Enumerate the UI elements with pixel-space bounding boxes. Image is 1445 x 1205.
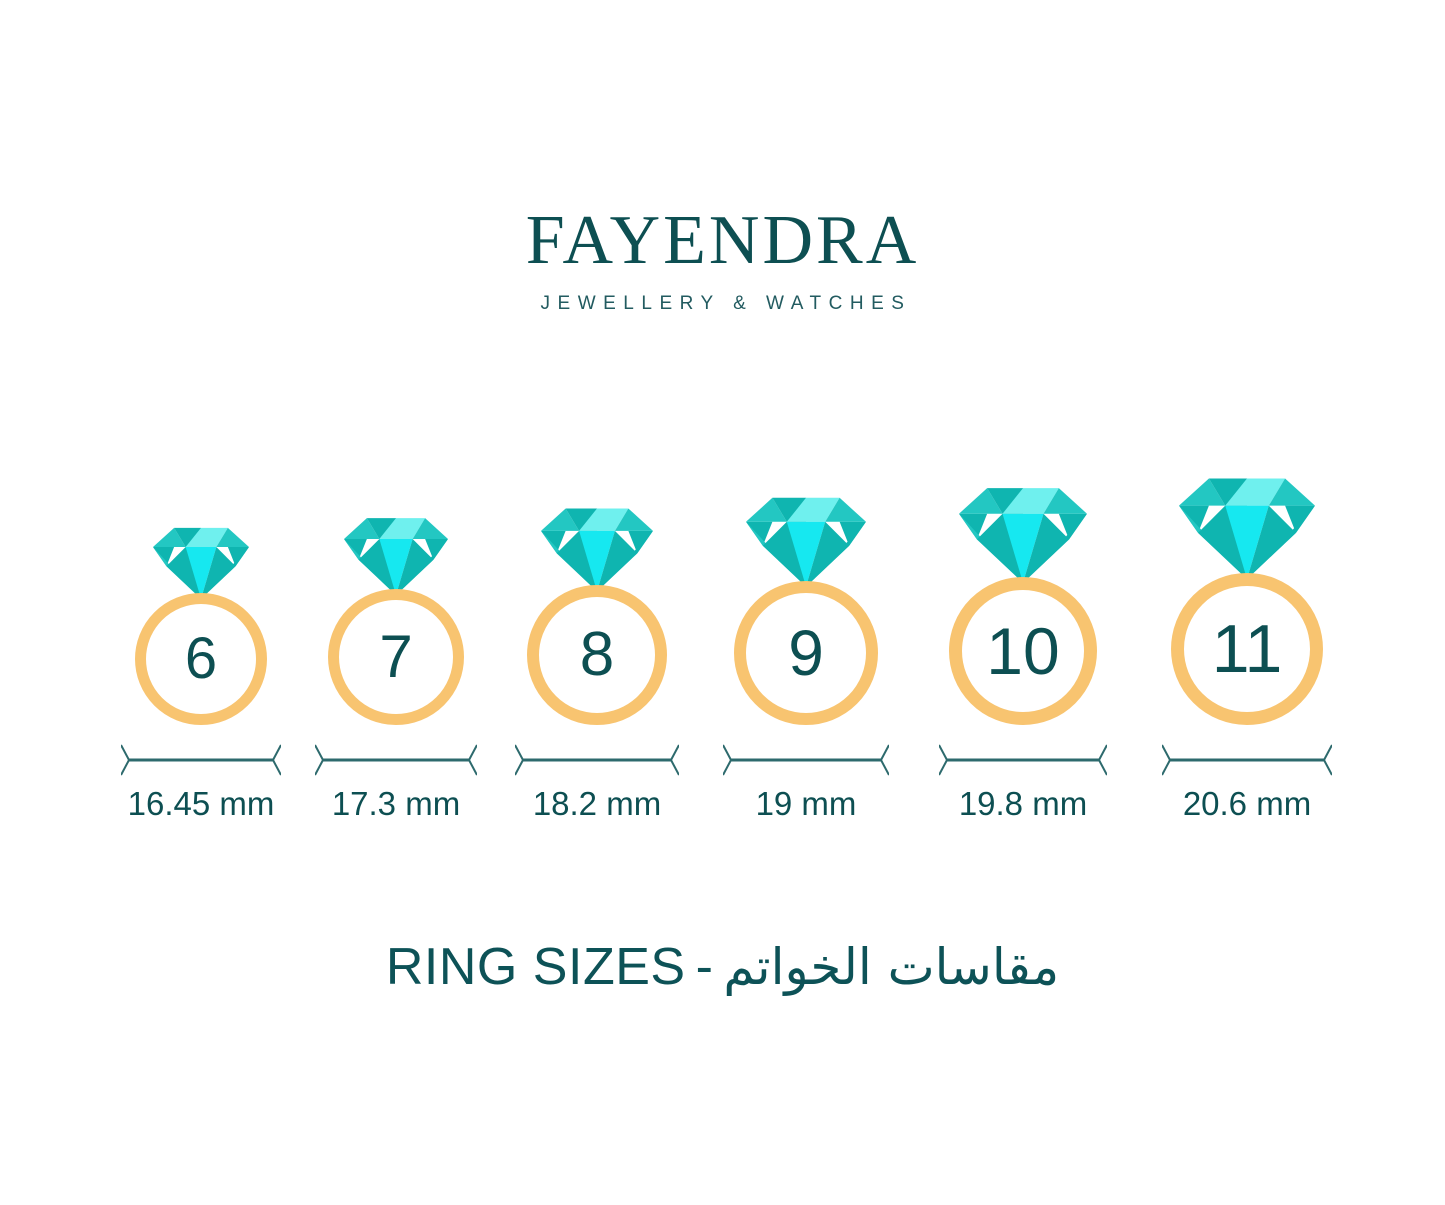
ring-size-item-8[interactable]: 8 18.2 mm	[487, 504, 707, 820]
ring-illustration: 6	[135, 524, 267, 725]
brand-logo: FAYENDRA JEWELLERY & WATCHES	[0, 202, 1445, 314]
ring-size-chart: 6 16.45 mm 7	[0, 440, 1445, 820]
brand-tagline: JEWELLERY & WATCHES	[540, 293, 912, 314]
brand-name: FAYENDRA	[525, 202, 920, 279]
ring-measurement-label: 19 mm	[755, 785, 857, 822]
ring-illustration: 11	[1171, 473, 1323, 725]
caption-separator: -	[695, 938, 714, 996]
diamond-icon	[153, 527, 249, 599]
ring-size-item-6[interactable]: 6 16.45 mm	[91, 524, 311, 820]
caption-arabic: مقاسات الخواتم	[723, 938, 1060, 996]
diamond-icon	[344, 518, 448, 595]
ring-size-item-9[interactable]: 9 19 mm	[696, 493, 916, 820]
ring-size-number: 10	[986, 614, 1060, 688]
ring-size-number: 8	[579, 620, 615, 689]
ring-band: 8	[527, 585, 667, 725]
measurement-arrow-icon	[315, 744, 477, 776]
measurement-arrow-icon	[515, 744, 679, 776]
ring-illustration: 10	[949, 483, 1097, 725]
ring-band: 10	[949, 577, 1097, 725]
ring-size-number: 6	[184, 626, 218, 691]
ring-measurement-label: 20.6 mm	[1182, 785, 1312, 822]
diamond-icon	[746, 498, 866, 587]
ring-measurement-label: 16.45 mm	[127, 785, 275, 822]
diamond-icon	[541, 508, 653, 591]
ring-size-number: 11	[1211, 611, 1283, 687]
diamond-icon	[1179, 478, 1315, 579]
ring-size-item-10[interactable]: 10 19.8 mm	[913, 483, 1133, 820]
ring-band: 9	[734, 581, 878, 725]
ring-size-item-11[interactable]: 11 20.6 mm	[1137, 473, 1357, 820]
ring-measurement-label: 17.3 mm	[331, 785, 461, 822]
ring-band: 7	[328, 589, 464, 725]
ring-size-number: 7	[379, 623, 413, 690]
measurement-arrow-icon	[121, 744, 281, 776]
measurement-arrow-icon	[1162, 744, 1332, 776]
diamond-icon	[959, 488, 1087, 583]
ring-size-item-7[interactable]: 7 17.3 mm	[286, 514, 506, 820]
ring-illustration: 7	[328, 514, 464, 725]
ring-measurement-label: 18.2 mm	[532, 785, 662, 822]
measurement-arrow-icon	[723, 744, 889, 776]
ring-size-number: 9	[788, 617, 824, 689]
ring-band: 11	[1171, 573, 1323, 725]
ring-band: 6	[135, 593, 267, 725]
ring-illustration: 9	[734, 493, 878, 725]
ring-measurement-label: 19.8 mm	[958, 785, 1088, 822]
measurement-arrow-icon	[939, 744, 1107, 776]
ring-illustration: 8	[527, 504, 667, 725]
chart-caption: RING SIZES - مقاسات الخواتم	[0, 938, 1445, 998]
caption-english: RING SIZES	[385, 938, 686, 996]
